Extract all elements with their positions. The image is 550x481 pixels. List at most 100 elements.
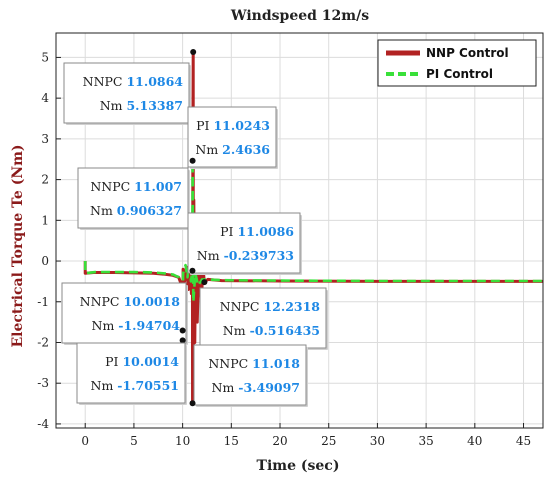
datatip-marker: [190, 48, 197, 55]
datatip-x-value: 11.0864: [126, 74, 183, 89]
datatip-x-line: NNPC 10.0018: [80, 294, 181, 309]
x-tick-label: 20: [272, 434, 287, 448]
datatip-y-value: -1.94704: [118, 318, 180, 333]
datatip-x-line: NNPC 11.007: [90, 179, 182, 194]
datatip: PI 11.0086 Nm -0.239733: [187, 212, 302, 275]
datatip-x-value: 10.0014: [122, 354, 179, 369]
datatip: NNPC 10.0018 Nm -1.94704: [61, 282, 188, 345]
datatip-box: [76, 342, 186, 404]
x-tick-label: 45: [516, 434, 531, 448]
datatip-x-label: PI: [196, 118, 213, 133]
datatip-x-line: PI 11.0086: [220, 224, 294, 239]
datatip-y-label: Nm: [100, 98, 127, 113]
datatip-box: [77, 167, 189, 229]
datatip-x-line: NNPC 11.0864: [83, 74, 184, 89]
datatip: PI 11.0243 Nm 2.4636: [187, 106, 278, 169]
y-tick-label: 2: [41, 173, 49, 187]
datatip-y-line: Nm -1.94704: [92, 318, 181, 333]
x-tick-label: 15: [224, 434, 239, 448]
datatip-y-value: -0.516435: [250, 323, 320, 338]
legend-entry: PI Control: [426, 67, 493, 81]
datatip-y-line: Nm -0.516435: [223, 323, 320, 338]
y-tick-label: -4: [37, 417, 49, 431]
datatip-marker: [189, 157, 196, 164]
datatip-box: [61, 282, 187, 344]
datatip-y-line: Nm -0.239733: [197, 248, 294, 263]
x-tick-label: 40: [467, 434, 482, 448]
legend-box: [377, 39, 537, 87]
datatip-y-label: Nm: [195, 142, 222, 157]
datatip-box: [63, 62, 190, 124]
y-tick-label: 4: [41, 91, 49, 105]
datatip-marker: [179, 327, 186, 334]
datatip-x-label: NNPC: [220, 299, 264, 314]
datatip-y-line: Nm 5.13387: [100, 98, 183, 113]
datatip-y-value: -3.49097: [238, 380, 300, 395]
datatip-x-label: NNPC: [90, 179, 134, 194]
datatip-x-value: 10.0018: [123, 294, 180, 309]
datatip-x-label: PI: [105, 354, 122, 369]
datatip-y-label: Nm: [90, 203, 117, 218]
x-tick-label: 25: [321, 434, 336, 448]
datatip-x-line: PI 10.0014: [105, 354, 179, 369]
datatip-box: [187, 106, 277, 168]
y-axis-label: Electrical Torque Te (Nm): [10, 144, 26, 347]
y-tick-label: 5: [41, 50, 49, 64]
y-tick-label: -3: [37, 376, 49, 390]
datatip-x-label: PI: [220, 224, 237, 239]
datatip-box: [193, 344, 307, 406]
legend: NNP Control PI Control: [377, 39, 537, 87]
datatip-y-value: 5.13387: [126, 98, 183, 113]
datatip-x-label: NNPC: [208, 356, 252, 371]
annotations-layer: NNPC 11.0864 Nm 5.13387 PI 11.0243 Nm 2.463…: [61, 48, 328, 407]
series-line-pi-control: [83, 159, 543, 332]
datatip-box: [187, 212, 301, 274]
datatip-y-value: -1.70551: [117, 378, 179, 393]
y-tick-label: 3: [41, 132, 49, 146]
datatip-x-label: NNPC: [83, 74, 127, 89]
y-tick-label: -2: [37, 335, 49, 349]
x-tick-label: 0: [81, 434, 89, 448]
datatip-y-line: Nm 0.906327: [90, 203, 182, 218]
datatip-x-value: 11.018: [252, 356, 300, 371]
x-tick-label: 30: [370, 434, 385, 448]
datatip: NNPC 12.2318 Nm -0.516435: [199, 287, 328, 350]
datatip-marker: [189, 267, 196, 274]
datatip-y-label: Nm: [212, 380, 239, 395]
datatip: NNPC 11.018 Nm -3.49097: [193, 344, 308, 407]
x-tick-label: 5: [130, 434, 138, 448]
datatip-y-line: Nm 2.4636: [195, 142, 270, 157]
datatip-y-label: Nm: [91, 378, 118, 393]
y-tick-label: 1: [41, 213, 49, 227]
datatip: PI 10.0014 Nm -1.70551: [76, 342, 187, 405]
datatip-x-value: 11.007: [134, 179, 182, 194]
datatip-marker: [179, 337, 186, 344]
datatip-y-line: Nm -1.70551: [91, 378, 180, 393]
y-tick-label: 0: [41, 254, 49, 268]
x-tick-label: 35: [418, 434, 433, 448]
x-tick-label: 10: [175, 434, 190, 448]
y-tick-label: -1: [37, 295, 49, 309]
datatip-marker: [201, 279, 208, 286]
datatip-y-line: Nm -3.49097: [212, 380, 301, 395]
datatip-x-line: NNPC 12.2318: [220, 299, 321, 314]
datatip-x-line: PI 11.0243: [196, 118, 270, 133]
datatip: NNPC 11.007 Nm 0.906327: [77, 167, 190, 230]
x-axis-label: Time (sec): [257, 458, 340, 474]
datatip-x-value: 11.0243: [213, 118, 270, 133]
datatip: NNPC 11.0864 Nm 5.13387: [63, 62, 191, 125]
datatip-y-label: Nm: [92, 318, 119, 333]
chart-title: Windspeed 12m/s: [230, 8, 369, 24]
datatip-y-label: Nm: [197, 248, 224, 263]
datatip-x-value: 11.0086: [237, 224, 294, 239]
datatip-box: [199, 287, 327, 349]
datatip-y-value: -0.239733: [224, 248, 294, 263]
datatip-x-line: NNPC 11.018: [208, 356, 300, 371]
legend-entry: NNP Control: [426, 46, 509, 60]
datatip-x-value: 12.2318: [263, 299, 320, 314]
plot-frame: [55, 32, 544, 429]
datatip-y-value: 0.906327: [117, 203, 182, 218]
datatip-y-label: Nm: [223, 323, 250, 338]
